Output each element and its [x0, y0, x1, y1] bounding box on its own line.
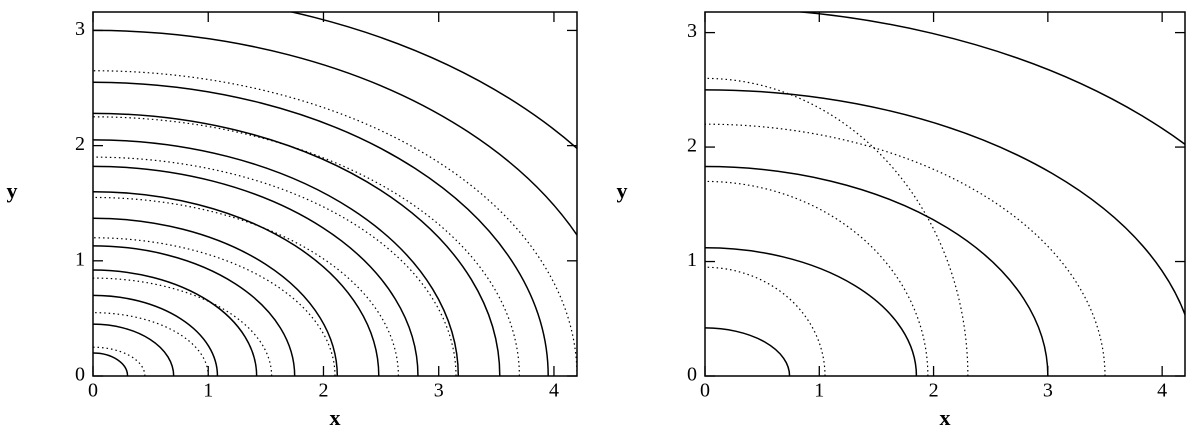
- panel: 0 1 2 3 4 0 1 2 3 x y: [7, 0, 693, 430]
- contour-line: [93, 166, 418, 376]
- contour-line: [705, 167, 1048, 376]
- contour-line: [93, 71, 577, 376]
- contour-line: [93, 295, 217, 376]
- contour-line: [705, 78, 968, 376]
- x-tick-label: 0: [700, 380, 710, 402]
- contour-line: [93, 197, 398, 376]
- y-tick-label: 1: [75, 248, 85, 270]
- y-tick-label: 2: [687, 135, 697, 157]
- contour-line: [93, 157, 456, 376]
- contour-line: [705, 181, 928, 376]
- contour-line: [93, 117, 519, 376]
- y-tick-label: 3: [687, 20, 697, 42]
- y-axis-label: y: [7, 178, 18, 203]
- x-tick-label: 4: [1157, 380, 1167, 402]
- x-tick-label: 3: [1043, 380, 1053, 402]
- contour-line: [93, 313, 208, 376]
- x-tick-label: 1: [814, 380, 824, 402]
- contour-line: [705, 7, 1200, 376]
- contour-line: [705, 267, 825, 376]
- contour-line: [705, 248, 916, 376]
- x-axis-label: x: [330, 405, 341, 430]
- contour-line: [93, 353, 128, 376]
- contour-line: [705, 90, 1196, 376]
- contour-line: [93, 324, 174, 376]
- y-tick-label: 2: [75, 133, 85, 155]
- contour-line: [93, 246, 295, 376]
- x-tick-label: 4: [549, 380, 559, 402]
- contour-line: [93, 140, 458, 376]
- y-tick-label: 1: [687, 249, 697, 271]
- y-tick-label: 0: [687, 364, 697, 386]
- contour-line: [93, 218, 337, 376]
- plot-area: [705, 7, 1200, 376]
- contour-line: [93, 82, 548, 376]
- panel: 0 1 2 3 4 0 1 2 3 x y: [617, 7, 1200, 430]
- contour-line: [93, 113, 500, 376]
- x-tick-label: 3: [434, 380, 444, 402]
- plot-frame: [93, 12, 577, 376]
- x-axis-label: x: [940, 405, 951, 430]
- x-tick-label: 2: [929, 380, 939, 402]
- plot-area: [93, 0, 692, 376]
- plot-frame: [705, 12, 1185, 376]
- contour-line: [705, 124, 1105, 376]
- contour-line: [705, 328, 790, 376]
- y-tick-label: 3: [75, 18, 85, 40]
- x-tick-label: 2: [318, 380, 328, 402]
- y-axis-label: y: [617, 178, 628, 203]
- y-tick-label: 0: [75, 364, 85, 386]
- x-tick-label: 0: [88, 380, 98, 402]
- x-tick-label: 1: [203, 380, 213, 402]
